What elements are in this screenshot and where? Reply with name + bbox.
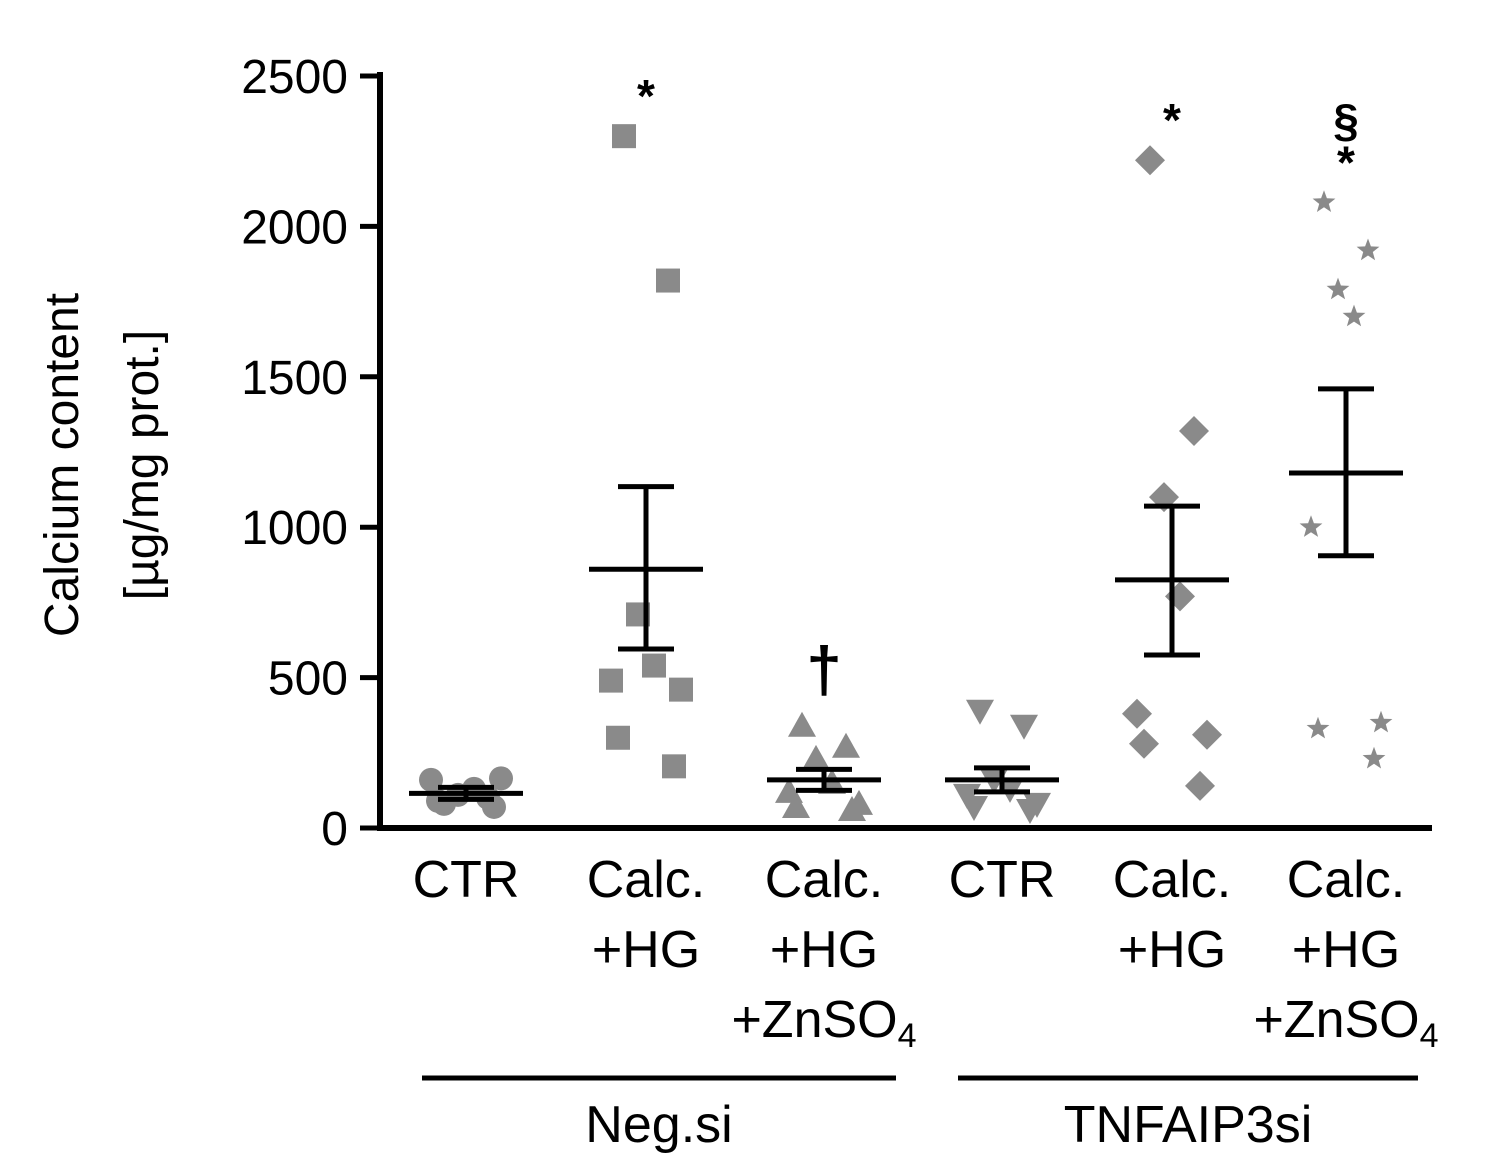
data-point-star [1356, 238, 1380, 261]
data-point-triangle-down [1010, 714, 1038, 740]
x-tick-label: +HG [1118, 921, 1226, 979]
data-point-diamond [1179, 415, 1209, 446]
data-point-star [1369, 710, 1393, 733]
data-point-square [606, 725, 630, 750]
y-tick-label: 2000 [241, 201, 348, 254]
data-point-star [1342, 304, 1366, 327]
x-tick-label: Calc. [587, 851, 705, 909]
data-point-square [669, 677, 693, 702]
data-point-star [1326, 277, 1350, 300]
data-point-diamond [1192, 719, 1222, 750]
y-tick-label: 500 [268, 653, 348, 706]
y-axis: 0 500 1000 1500 2000 2500 [241, 51, 1432, 856]
data-point-diamond [1122, 698, 1152, 729]
data-points [419, 124, 1393, 824]
mean-sem-bars [409, 386, 1403, 802]
data-point-square [642, 653, 666, 678]
y-tick-label: 0 [321, 803, 348, 856]
data-point-circle [489, 766, 513, 791]
significance-marker: † [806, 634, 842, 706]
data-point-triangle-up [788, 711, 816, 737]
x-tick-label: +HG [770, 921, 878, 979]
group-label: Neg.si [585, 1096, 732, 1154]
y-tick-label: 1000 [241, 502, 348, 555]
x-axis-labels: CTR Calc. +HG Calc. +HG +ZnSO4 CTR Calc. +HG Calc… [413, 851, 1439, 1055]
data-point-triangle-down [966, 699, 994, 725]
data-point-triangle-up [832, 732, 860, 758]
x-tick-label: +ZnSO4 [1253, 991, 1438, 1055]
significance-marker: * [637, 70, 655, 122]
data-point-square [656, 268, 680, 293]
data-point-star [1362, 746, 1386, 769]
y-axis-label-line1: Calcium content [36, 293, 89, 637]
significance-marker: * [1163, 94, 1181, 146]
x-tick-label: Calc. [1287, 851, 1405, 909]
x-tick-label: +HG [592, 921, 700, 979]
data-point-square [599, 668, 623, 693]
x-tick-label: Calc. [765, 851, 883, 909]
data-point-triangle-up [782, 792, 810, 818]
data-point-diamond [1185, 770, 1215, 801]
y-tick-label: 2500 [241, 51, 348, 104]
data-point-diamond [1135, 145, 1165, 176]
data-point-triangle-down [960, 795, 988, 821]
data-point-square [612, 124, 636, 149]
data-point-triangle-down [1016, 798, 1044, 824]
y-axis-label: Calcium content [µg/mg prot.] [36, 293, 169, 637]
significance-marker: * [1337, 136, 1355, 188]
group-brackets: Neg.si TNFAIP3si [422, 1075, 1418, 1154]
x-tick-label: +ZnSO4 [731, 991, 916, 1055]
data-point-star [1306, 716, 1330, 739]
significance-annotations: *†**§ [637, 70, 1359, 706]
y-tick-label: 1500 [241, 352, 348, 405]
x-tick-label: CTR [949, 851, 1056, 909]
y-axis-label-line2: [µg/mg prot.] [116, 330, 169, 600]
group-label: TNFAIP3si [1064, 1096, 1313, 1154]
significance-marker: § [1333, 94, 1359, 146]
data-point-square [662, 754, 686, 779]
x-tick-label: CTR [413, 851, 520, 909]
data-point-star [1312, 190, 1336, 212]
data-point-circle [419, 767, 443, 792]
data-point-star [1299, 515, 1323, 537]
x-tick-label: Calc. [1113, 851, 1231, 909]
data-point-diamond [1129, 728, 1159, 759]
data-point-triangle-up [838, 795, 866, 821]
data-point-triangle-up [802, 744, 830, 770]
x-tick-label: +HG [1292, 921, 1400, 979]
